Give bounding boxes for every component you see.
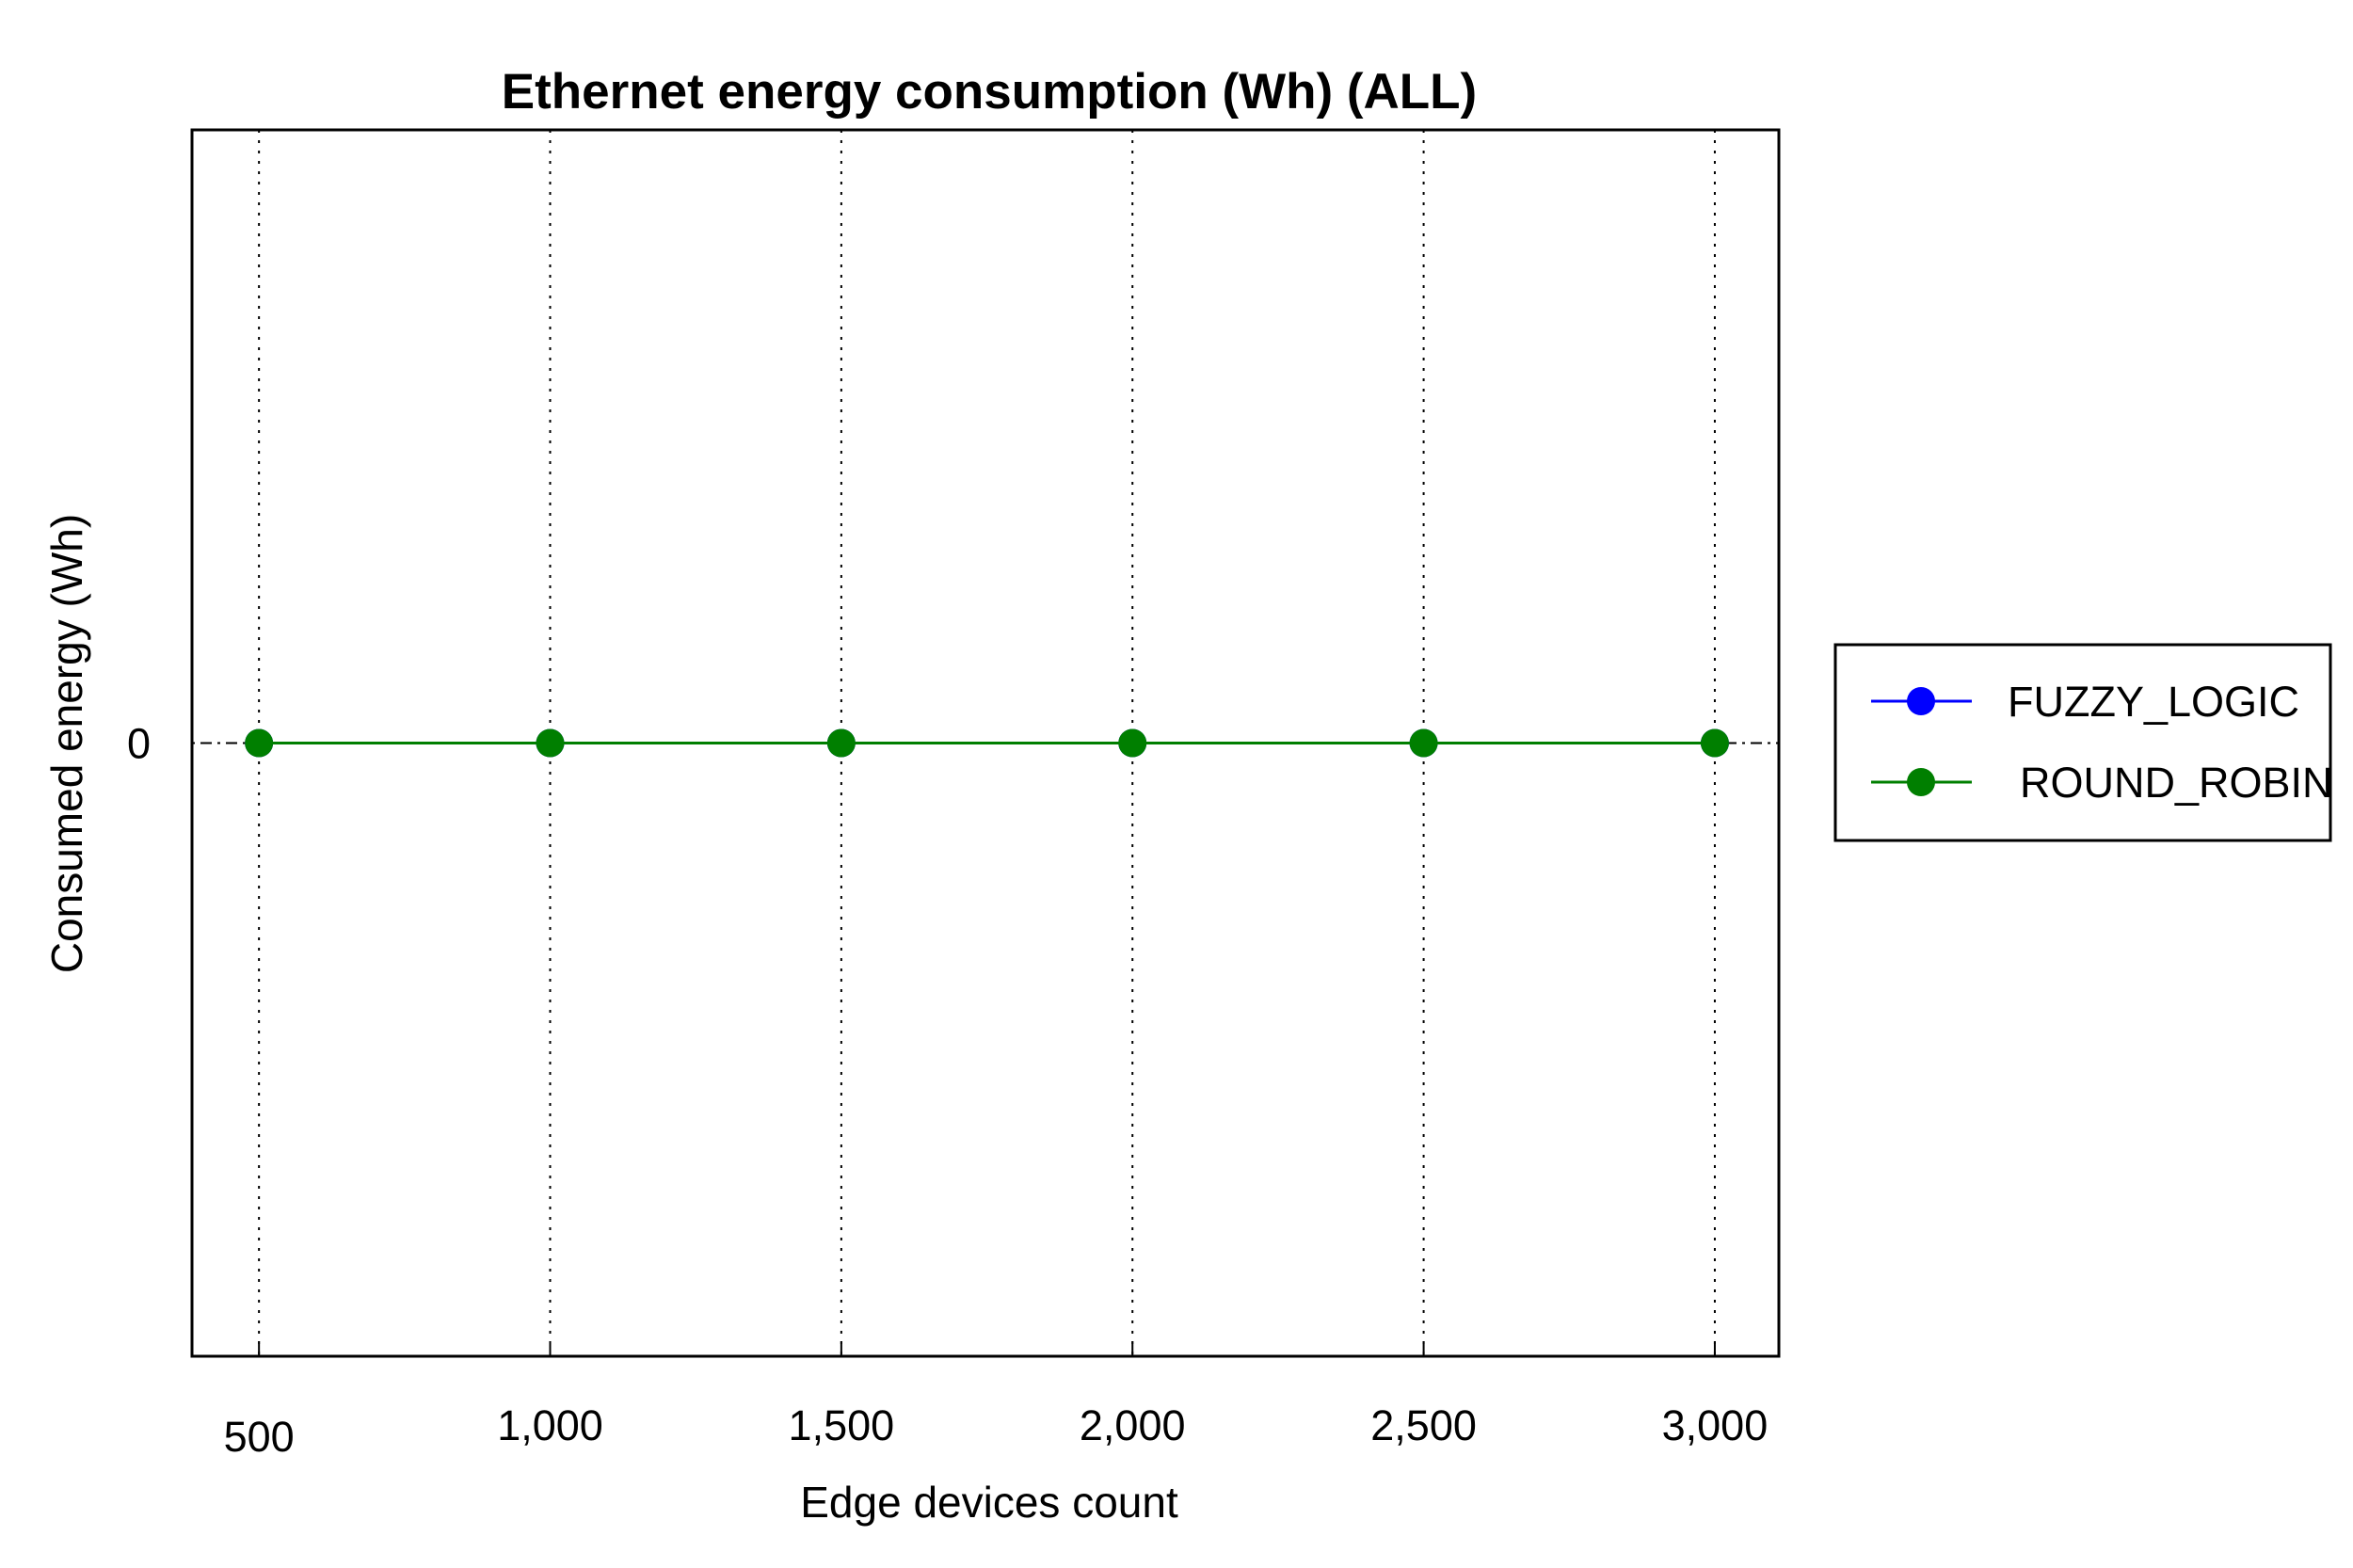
legend-marker-round-robin [1907,768,1935,796]
data-point-round-robin [1118,728,1147,758]
legend-items: FUZZY_LOGIC ROUND_ROBIN [1871,678,2333,807]
y-axis-label: Consumed energy (Wh) [42,514,91,973]
x-tick-labels: 500 1,000 1,500 2,000 2,500 3,000 [224,1401,1769,1461]
data-point-round-robin [1409,728,1438,758]
data-point-round-robin [826,728,856,758]
chart-title: Ethernet energy consumption (Wh) (ALL) [502,64,1477,120]
x-tick-label: 500 [224,1413,295,1461]
legend: FUZZY_LOGIC ROUND_ROBIN [1833,643,2333,842]
y-tick-labels: 0 [127,720,151,768]
legend-label-round-robin: ROUND_ROBIN [2020,759,2333,807]
legend-box [1833,643,2332,842]
y-tick-label: 0 [127,720,151,768]
data-point-round-robin [536,728,565,758]
legend-marker-fuzzy-logic [1907,687,1935,715]
x-tick-label: 1,000 [497,1401,603,1449]
plot-series [245,728,1729,758]
data-point-round-robin [1700,728,1729,758]
x-tick-label: 2,500 [1370,1401,1477,1449]
x-tick-label: 1,500 [789,1401,895,1449]
x-tick-label: 3,000 [1662,1401,1769,1449]
x-axis-label: Edge devices count [800,1478,1178,1527]
data-point-round-robin [245,728,274,758]
plot-area-frame [190,128,1781,1358]
legend-label-fuzzy-logic: FUZZY_LOGIC [2008,678,2299,726]
x-tick-label: 2,000 [1080,1401,1186,1449]
